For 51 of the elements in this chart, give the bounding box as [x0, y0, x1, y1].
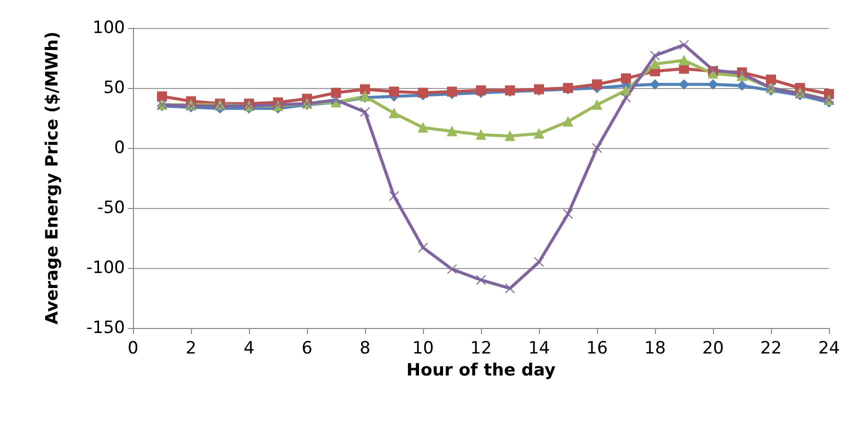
point [476, 275, 486, 285]
point [476, 85, 486, 96]
y-tick-label: -150 [86, 318, 125, 338]
point [476, 130, 486, 140]
y-tick-label: 100 [92, 18, 125, 38]
x-tick-label: 8 [360, 338, 370, 358]
point [331, 95, 341, 105]
point [389, 191, 399, 201]
point [505, 131, 515, 141]
y-tick-label: 50 [103, 78, 125, 98]
point [563, 209, 573, 219]
point [389, 108, 399, 118]
x-tick-label: 12 [470, 338, 492, 358]
point [650, 79, 660, 90]
x-tick-label: 16 [586, 338, 608, 358]
point [708, 79, 718, 90]
point [418, 88, 428, 98]
x-tick-label: 18 [644, 338, 666, 358]
point [592, 79, 602, 90]
point [592, 100, 602, 110]
y-tick-label: 0 [114, 138, 125, 158]
point [766, 74, 776, 85]
point [360, 107, 370, 117]
point [563, 116, 573, 127]
point [592, 143, 602, 153]
point [679, 55, 689, 66]
point [418, 122, 428, 133]
y-axis-title: Average Energy Price ($/MWh) [42, 32, 62, 324]
point [650, 59, 660, 69]
x-tick-label: 4 [244, 338, 254, 358]
x-tick-label: 14 [528, 338, 550, 358]
x-tick-label: 22 [760, 338, 782, 358]
point [679, 79, 689, 90]
point [447, 86, 457, 97]
x-tick-label: 20 [702, 338, 724, 358]
x-tick-label: 24 [818, 338, 840, 358]
y-tick-label: -100 [86, 258, 125, 278]
point [447, 126, 457, 136]
point [621, 73, 631, 84]
point [389, 86, 399, 97]
point [534, 128, 544, 139]
point [331, 88, 341, 98]
point [737, 80, 747, 91]
point [360, 84, 370, 94]
x-tick-label: 6 [302, 338, 312, 358]
x-tick-label: 0 [128, 338, 138, 358]
y-tick-label: -50 [97, 198, 125, 218]
x-axis-title: Hour of the day [406, 360, 556, 380]
x-tick-label: 10 [412, 338, 434, 358]
x-tick-label: 2 [186, 338, 196, 358]
point [157, 91, 167, 102]
